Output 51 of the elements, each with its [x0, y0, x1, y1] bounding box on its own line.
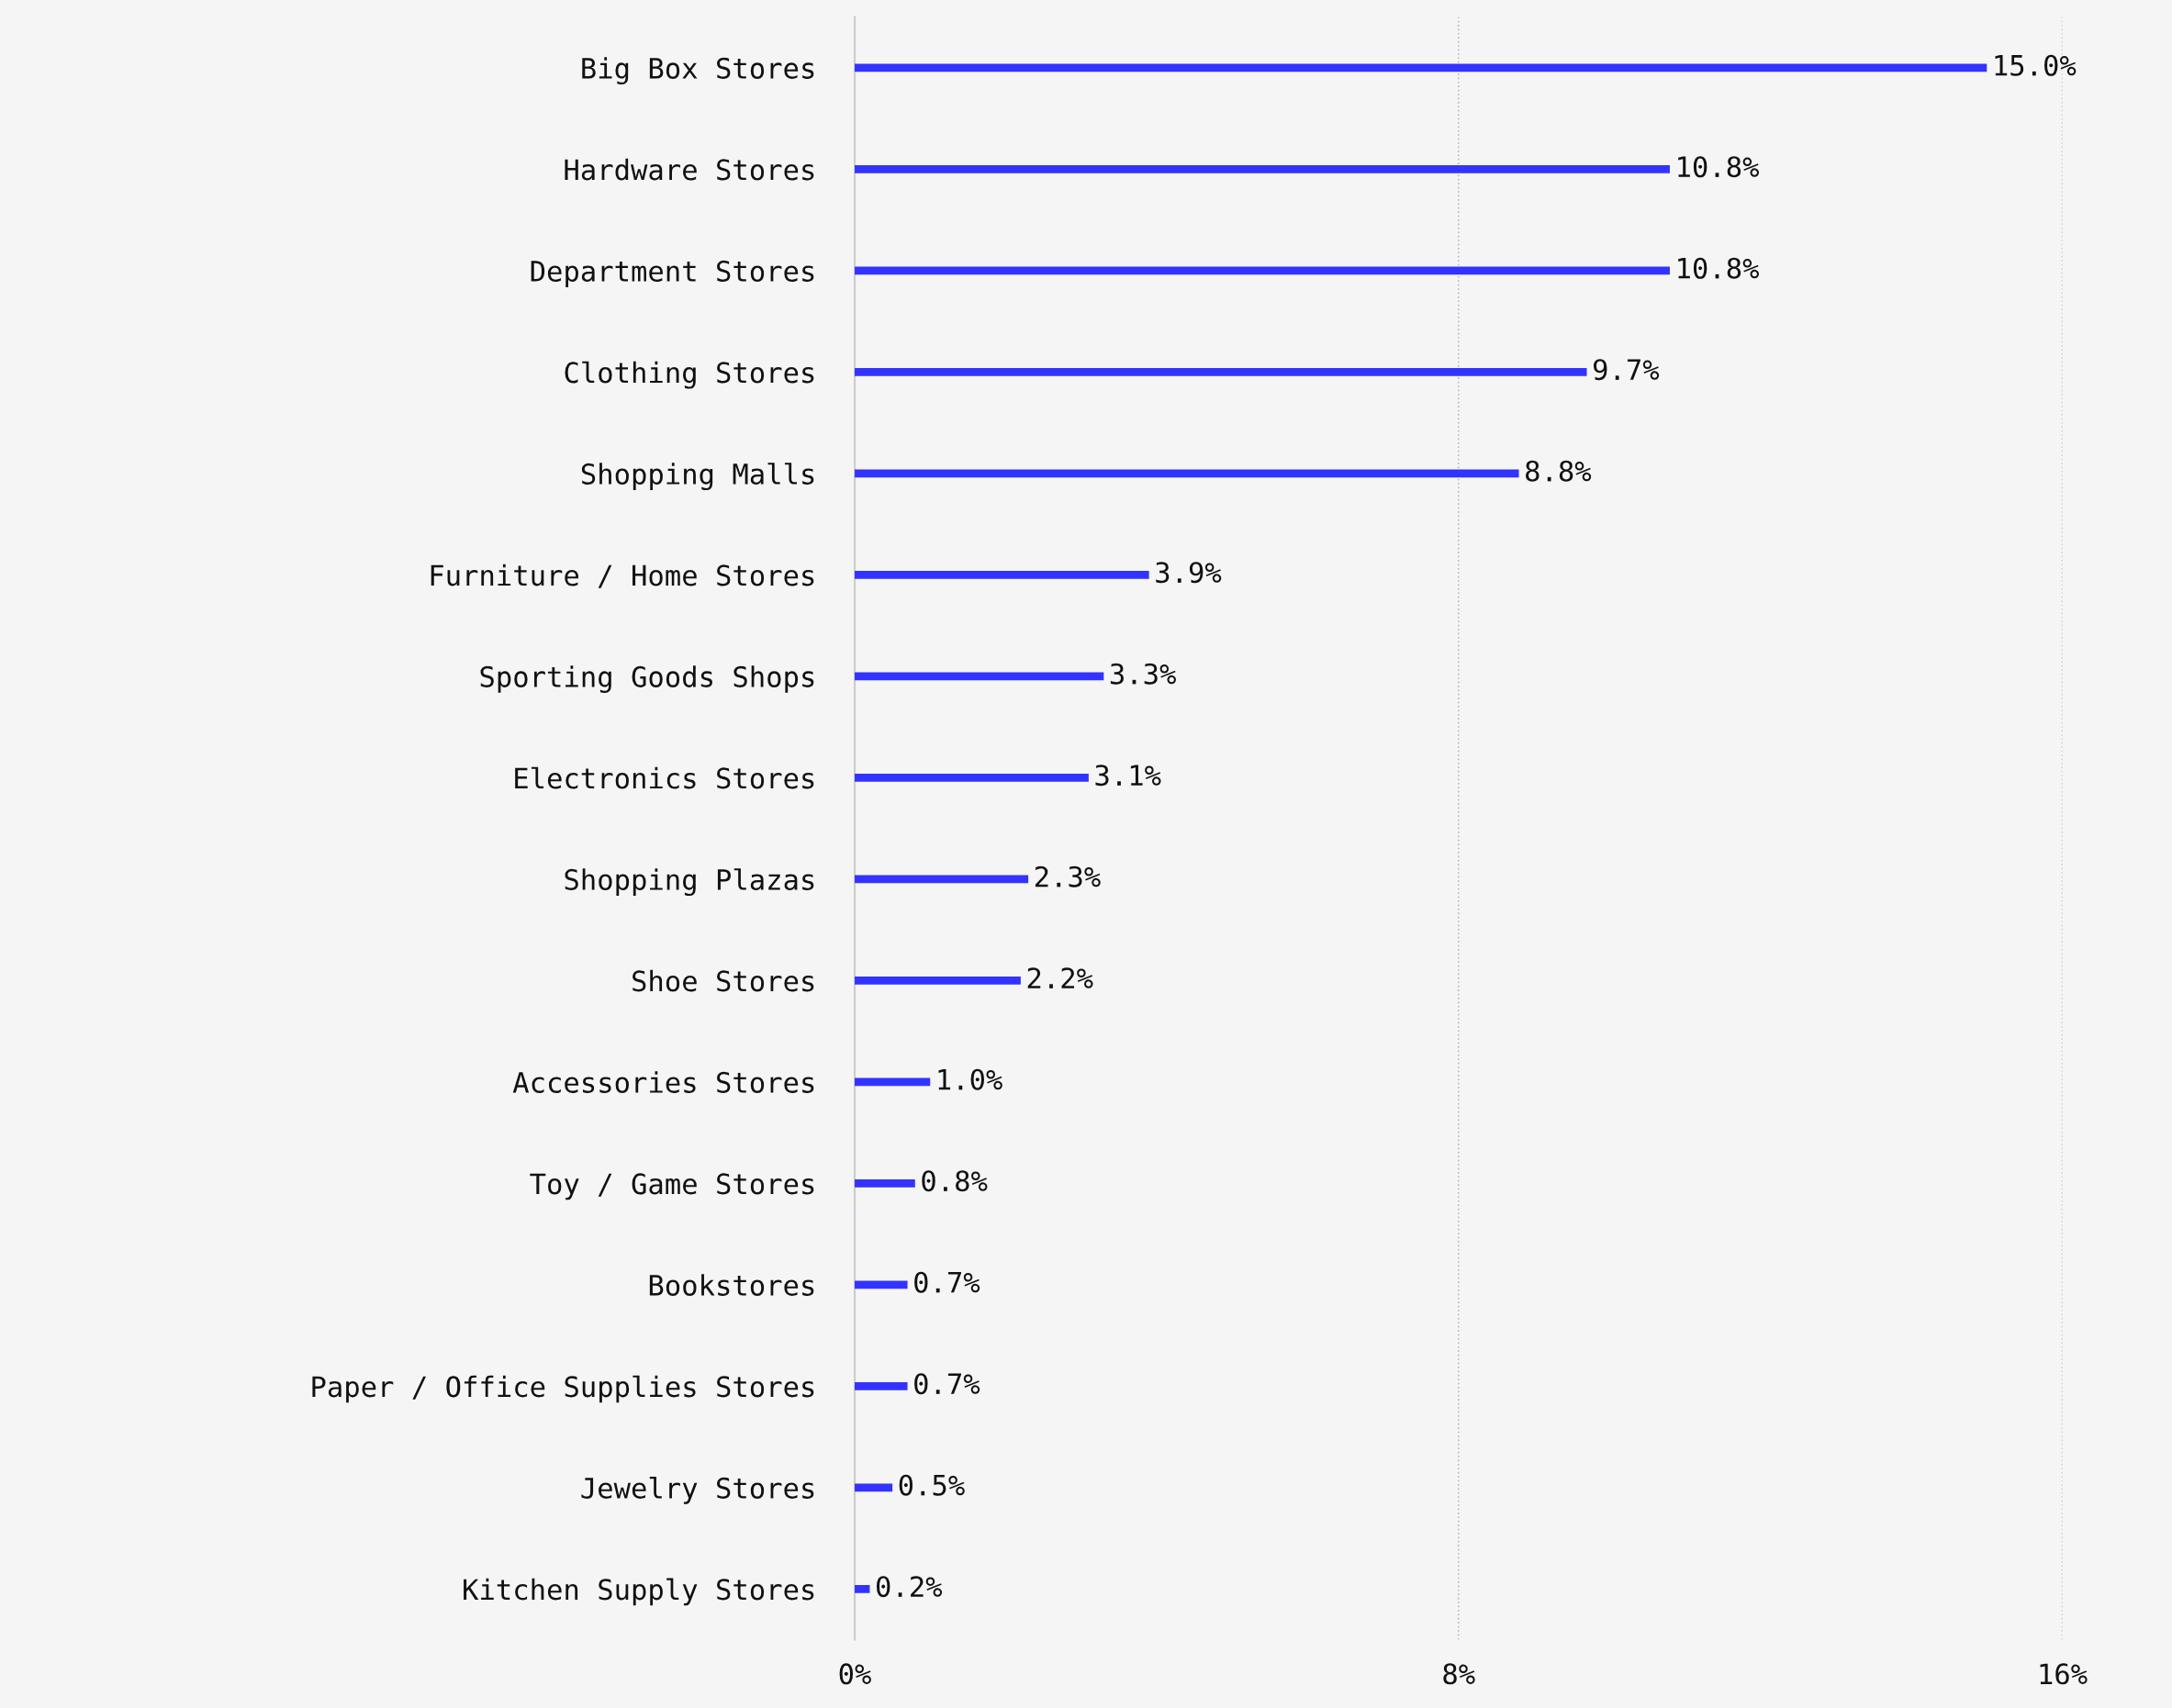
bar	[855, 469, 1519, 478]
data-label: 10.8%	[1678, 257, 1760, 279]
bar	[855, 976, 1021, 985]
bar	[855, 1280, 908, 1289]
y-tick-label: Toy / Game Stores	[530, 1173, 814, 1200]
data-label: 0.2%	[877, 1576, 943, 1598]
data-label: 3.9%	[1156, 562, 1222, 584]
bar	[855, 367, 1587, 376]
data-label: 3.1%	[1095, 765, 1161, 787]
y-tick-label: Kitchen Supply Stores	[464, 1578, 814, 1606]
data-label: 2.3%	[1035, 865, 1101, 887]
data-label: 0.7%	[914, 1271, 980, 1293]
data-label: 9.7%	[1593, 359, 1660, 381]
y-tick-label: Shopping Plazas	[565, 868, 814, 897]
y-tick-label: Big Box Stores	[582, 57, 814, 85]
y-tick-label: Sporting Goods Shops	[480, 665, 814, 694]
y-tick-label: Bookstores	[649, 1274, 814, 1296]
data-label: 0.5%	[899, 1474, 965, 1496]
data-label: 8.8%	[1526, 460, 1592, 482]
y-tick-label: Shoe Stores	[633, 969, 814, 992]
y-tick-label: Shopping Malls	[581, 463, 814, 491]
bar	[855, 1584, 870, 1593]
bar	[855, 1077, 931, 1087]
y-tick-label: Jewelry Stores	[581, 1477, 814, 1504]
bar	[855, 1483, 893, 1492]
bar	[855, 164, 1670, 173]
x-tick-label: 16%	[2040, 1663, 2088, 1685]
data-label: 3.3%	[1110, 663, 1176, 685]
bar	[855, 63, 1987, 73]
x-tick-label: 8%	[1443, 1663, 1475, 1685]
y-tick-label: Department Stores	[531, 260, 814, 287]
y-tick-label: Accessories Stores	[512, 1071, 814, 1093]
data-label: 0.7%	[914, 1373, 980, 1395]
y-tick-label: Clothing Stores	[565, 361, 814, 389]
bar	[855, 1381, 908, 1390]
y-tick-label: Electronics Stores	[515, 766, 814, 789]
bar	[855, 1178, 915, 1188]
data-label: 10.8%	[1678, 156, 1760, 178]
y-tick-label: Paper / Office Supplies Stores	[312, 1375, 814, 1403]
bar	[855, 266, 1670, 275]
data-label: 1.0%	[938, 1068, 1002, 1090]
bar	[855, 875, 1029, 884]
x-tick-label: 0%	[839, 1663, 871, 1685]
data-label: 15.0%	[1995, 54, 2077, 76]
data-label: 2.2%	[1027, 967, 1093, 988]
y-tick-label: Furniture / Home Stores	[431, 564, 814, 588]
bar	[855, 773, 1089, 782]
y-tick-label: Hardware Stores	[565, 158, 814, 181]
data-label: 0.8%	[922, 1170, 988, 1192]
bar	[855, 672, 1104, 681]
bar	[855, 570, 1149, 579]
